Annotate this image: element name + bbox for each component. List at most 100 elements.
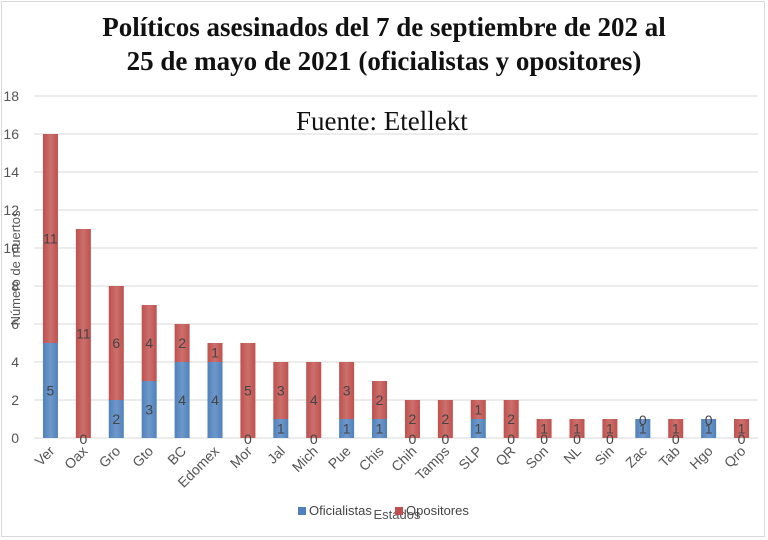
bar-opositores-chis [372,381,388,419]
legend-swatch-opositores [395,507,403,515]
data-label-oficialistas-sin: 0 [606,431,614,447]
bar-opositores-tamps [437,400,453,438]
data-label-oficialistas-pue: 1 [343,421,351,437]
data-label-oficialistas-edomex: 4 [211,392,219,408]
data-label-oficialistas-oax: 0 [79,431,87,447]
bar-opositores-edomex [207,343,223,362]
bar-opositores-mor [240,343,256,438]
data-label-opositores-pue: 3 [343,383,351,399]
data-label-oficialistas-slp: 1 [474,421,482,437]
x-tick-label: Jal [264,443,288,467]
legend-label-opositores: Opositores [406,503,469,518]
bar-opositores-mich [306,362,322,438]
data-label-oficialistas-gto: 3 [145,402,153,418]
bar-opositores-chih [404,400,420,438]
data-label-oficialistas-tamps: 0 [441,431,449,447]
data-label-oficialistas-hgo: 1 [705,421,713,437]
bar-opositores-tab [668,419,684,438]
y-tick-label: 2 [11,392,19,408]
bar-opositores-qr [503,400,519,438]
data-label-opositores-zac: 0 [639,412,647,428]
bar-opositores-gto [141,305,157,381]
bar-opositores-qro [734,419,750,438]
y-tick-label: 18 [3,88,19,104]
x-tick-label: Chis [356,443,387,474]
data-label-opositores-slp: 1 [474,402,482,418]
bar-opositores-nl [569,419,585,438]
bar-opositores-jal [273,362,289,419]
y-tick-label: 4 [11,354,19,370]
data-label-opositores-nl: 1 [573,421,581,437]
x-tick-label: BC [164,443,189,468]
y-axis-ticks: 0 2 4 6 8 10 12 14 16 18 [3,88,19,446]
data-label-opositores-ver: 11 [43,231,58,247]
y-tick-label: 12 [3,202,19,218]
bar-oficialistas-gto [141,381,157,438]
data-label-oficialistas-bc: 4 [178,392,186,408]
data-label-oficialistas-son: 0 [540,431,548,447]
y-tick-label: 10 [3,240,19,256]
data-label-opositores-chis: 2 [376,392,384,408]
bar-opositores-ver [42,134,58,343]
data-label-opositores-tab: 1 [672,421,680,437]
x-tick-label: Ver [31,443,57,469]
bar-oficialistas-slp [470,419,486,438]
bar-oficialistas-bc [174,362,190,438]
chart-title-line-1: Políticos asesinados del 7 de septiembre… [102,12,666,42]
bar-oficialistas-pue [339,419,355,438]
data-label-opositores-bc: 2 [178,335,186,351]
data-label-opositores-son: 1 [540,421,548,437]
legend: Oficialistas Opositores [298,503,469,518]
data-label-oficialistas-gro: 2 [112,411,120,427]
bar-oficialistas-gro [108,400,124,438]
data-label-oficialistas-jal: 1 [277,421,285,437]
data-label-opositores-gto: 4 [145,335,153,351]
data-label-oficialistas-tab: 0 [672,431,680,447]
chart-title-line-2: 25 de mayo de 2021 (oficialistas y oposi… [126,46,642,76]
legend-swatch-oficialistas [298,507,306,515]
y-tick-label: 0 [11,430,19,446]
bar-opositores-bc [174,324,190,362]
y-tick-label: 8 [11,278,19,294]
x-tick-label: Oax [61,443,90,472]
data-label-opositores-mor: 5 [244,383,252,399]
x-tick-label: Gro [96,443,124,471]
data-label-opositores-gro: 6 [112,335,120,351]
bar-oficialistas-chis [372,419,388,438]
data-label-opositores-qro: 1 [738,421,746,437]
bar-oficialistas-ver [42,343,58,438]
bar-opositores-slp [470,400,486,419]
x-tick-label: Tamps [412,443,452,483]
bars [42,134,750,438]
x-tick-label: Zac [622,443,650,471]
bar-oficialistas-hgo [701,419,717,438]
y-axis-label: Número de muertos [8,210,23,325]
bar-oficialistas-zac [635,419,651,438]
x-tick-label: Mich [289,443,321,475]
x-tick-label: Son [522,443,551,472]
data-label-opositores-tamps: 2 [441,411,449,427]
bar-oficialistas-jal [273,419,289,438]
data-label-oficialistas-zac: 1 [639,421,647,437]
data-label-oficialistas-chis: 1 [376,421,384,437]
data-label-opositores-chih: 2 [409,411,417,427]
data-label-opositores-hgo: 0 [705,412,713,428]
data-label-oficialistas-mich: 0 [310,431,318,447]
chart-source: Fuente: Etellekt [296,106,468,136]
bar-oficialistas-edomex [207,362,223,438]
y-tick-label: 16 [3,126,19,142]
bar-opositores-sin [602,419,618,438]
bar-opositores-oax [75,229,91,438]
x-tick-label: Pue [325,443,354,472]
data-label-opositores-jal: 3 [277,383,285,399]
data-label-opositores-mich: 4 [310,392,318,408]
data-label-oficialistas-chih: 0 [409,431,417,447]
bar-opositores-gro [108,286,124,400]
bar-opositores-pue [339,362,355,419]
x-tick-label: Gto [129,443,156,470]
bar-opositores-son [536,419,552,438]
